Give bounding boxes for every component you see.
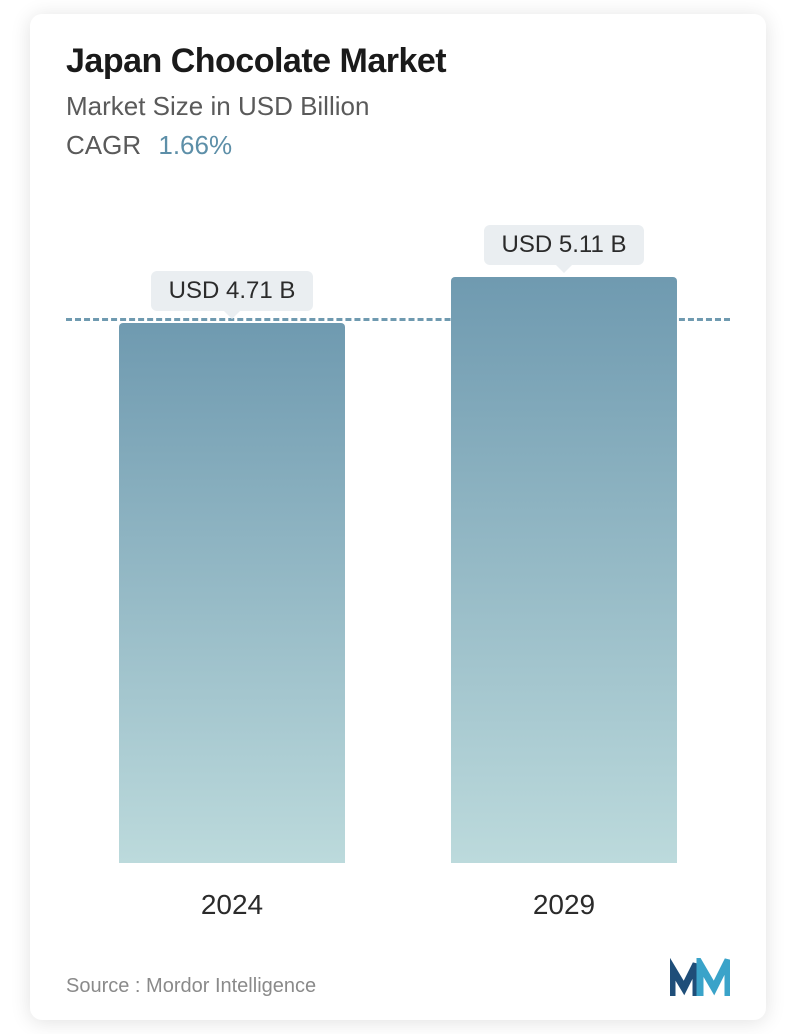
bar-2029-badge: USD 5.11 B [484,225,645,265]
chart-subtitle: Market Size in USD Billion [66,91,730,122]
card-footer: Source : Mordor Intelligence [66,958,730,998]
brand-logo-icon [670,958,730,998]
x-label-2029: 2029 [451,889,677,921]
chart-area: USD 4.71 B USD 5.11 B 2024 2029 [66,211,730,931]
bar-2024-badge: USD 4.71 B [151,271,314,311]
bars-container: USD 4.71 B USD 5.11 B [66,233,730,863]
bar-2029-wrap: USD 5.11 B [451,277,677,863]
bar-2024 [119,323,345,863]
bar-2029 [451,277,677,863]
bar-2024-wrap: USD 4.71 B [119,323,345,863]
x-label-2024: 2024 [119,889,345,921]
chart-card: Japan Chocolate Market Market Size in US… [30,14,766,1020]
source-text: Source : Mordor Intelligence [66,975,316,998]
cagr-row: CAGR 1.66% [66,130,730,161]
cagr-value: 1.66% [158,130,232,160]
x-axis-labels: 2024 2029 [66,889,730,921]
cagr-label: CAGR [66,130,141,160]
chart-title: Japan Chocolate Market [66,42,730,81]
